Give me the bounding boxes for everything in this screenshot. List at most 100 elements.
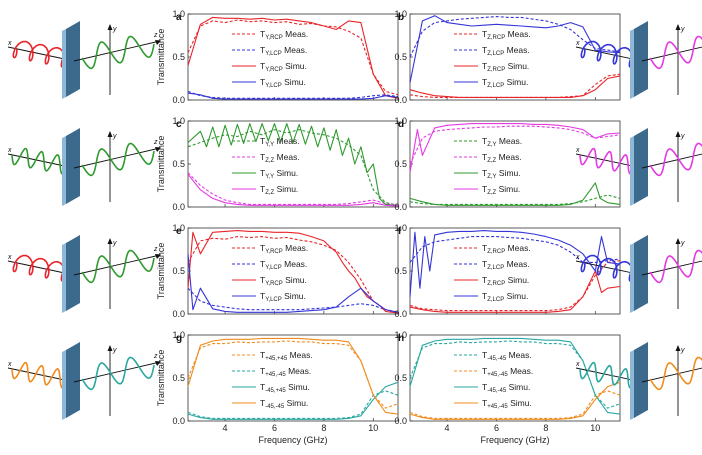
- legend-label-main: T: [260, 366, 265, 376]
- x-tick-label: 10: [368, 423, 378, 433]
- series-line-orange-solid: [409, 381, 621, 420]
- incident-wave-red: [12, 40, 66, 68]
- z-axis-line: [73, 361, 161, 383]
- series-line-cyan-dashed: [187, 390, 399, 419]
- series-line-cyan-solid: [187, 381, 399, 420]
- legend-label-subscript: +45,+45: [265, 356, 288, 362]
- y-tick-label: 0.5: [172, 52, 185, 62]
- legend-label-suffix: Meas.: [283, 243, 309, 253]
- incident-wave-cyan: [579, 361, 637, 389]
- series-line-cyan-solid: [409, 337, 621, 415]
- legend-label-suffix: Meas.: [274, 152, 300, 162]
- legend-label: T-45,-45 Simu.: [482, 382, 530, 394]
- legend-label: TZ,Y Simu.: [482, 168, 521, 180]
- series-line-red-dashed: [187, 19, 399, 96]
- legend-label-suffix: Simu.: [508, 398, 532, 408]
- x-tick-label: 4: [445, 423, 450, 433]
- legend-label-main: T: [260, 168, 265, 178]
- legend-label: TZ,LCP Meas.: [482, 259, 530, 271]
- metasurface-edge: [630, 29, 634, 99]
- legend-label-subscript: +45,-45: [487, 404, 508, 410]
- legend-label-main: T: [482, 184, 487, 194]
- y-tick-label: 1.0: [172, 116, 185, 126]
- legend-label-subscript: Z,Y: [487, 174, 496, 180]
- series-line-blue-solid: [187, 253, 399, 313]
- z-axis-letter: z: [153, 353, 158, 360]
- plot-frame: [187, 227, 399, 315]
- transmitted-wave-orange: [649, 356, 702, 391]
- y-axis-arrow: [675, 24, 681, 30]
- legend-label-subscript: Y,Y: [265, 174, 274, 180]
- legend-label-subscript: -45,-45: [265, 404, 285, 410]
- y-tick-label: 0.0: [172, 95, 185, 105]
- metasurface-slab: [634, 342, 648, 418]
- y-tick-label: 1.0: [172, 9, 185, 19]
- legend-label: TY,Y Meas.: [260, 136, 300, 148]
- transmitted-wave-magenta: [649, 142, 702, 177]
- legend-label-suffix: Meas.: [274, 136, 300, 146]
- z-axis-arrow: [155, 254, 161, 259]
- x-axis-label: Frequency (GHz): [258, 435, 327, 445]
- legend-label-subscript: Y,LCP: [265, 297, 282, 303]
- legend-label-main: T: [482, 398, 487, 408]
- y-axis-letter: y: [112, 240, 117, 247]
- y-axis-letter: y: [112, 347, 117, 354]
- legend-label-subscript: Z,LCP: [487, 51, 504, 57]
- z-axis-line: [73, 254, 161, 276]
- y-tick-label: 0.5: [172, 373, 185, 383]
- legend-label: TY,RCP Simu.: [260, 61, 307, 73]
- metasurface-edge: [62, 243, 66, 313]
- legend-label-subscript: Z,RCP: [487, 281, 505, 287]
- legend-label-main: T: [482, 259, 487, 269]
- y-tick-label: 0.0: [394, 95, 407, 105]
- y-axis-arrow: [675, 131, 681, 137]
- x-axis-letter: x: [7, 40, 12, 47]
- y-tick-label: 0.0: [394, 309, 407, 319]
- y-axis-arrow: [107, 131, 113, 137]
- legend-label-main: T: [260, 77, 265, 87]
- metasurface-slab: [66, 342, 80, 418]
- chart-panel-g: 0.00.51.04 6 8 10T+45,+45 Meas.T+45,-45 Mea…: [156, 330, 399, 445]
- legend-label: TY,RCP Simu.: [260, 275, 307, 287]
- legend-label-suffix: Simu.: [274, 184, 298, 194]
- series-line-blue-solid: [187, 92, 399, 100]
- z-axis-arrow: [155, 361, 161, 366]
- legend-label-suffix: Meas.: [505, 29, 531, 39]
- legend-label-main: T: [260, 291, 265, 301]
- y-tick-label: 1.0: [394, 223, 407, 233]
- series-line-red-solid: [187, 16, 399, 99]
- legend-label: TZ,LCP Simu.: [482, 291, 528, 303]
- legend-label-main: T: [482, 136, 487, 146]
- y-axis-label: Transmittance: [156, 243, 166, 300]
- legend-label: TZ,RCP Simu.: [482, 61, 529, 73]
- legend-label-subscript: Y,RCP: [265, 249, 283, 255]
- legend-label-suffix: Simu.: [282, 77, 306, 87]
- series-line-orange-dashed: [409, 390, 621, 419]
- legend-label: T-45,-45 Simu.: [260, 398, 308, 410]
- legend-label-main: T: [482, 291, 487, 301]
- panel-letter: b: [398, 12, 404, 23]
- transmitted-wave-magenta: [649, 249, 702, 284]
- legend-label-subscript: Z,LCP: [487, 83, 504, 89]
- panel-letter: e: [176, 226, 182, 237]
- series-line-red-solid: [409, 75, 621, 98]
- metasurface-slab: [634, 235, 648, 311]
- legend-label: TZ,Z Meas.: [260, 152, 300, 164]
- plot-frame: [409, 13, 621, 101]
- legend-label-main: T: [482, 29, 487, 39]
- legend-label-main: T: [260, 382, 265, 392]
- metasurface-edge: [62, 136, 66, 206]
- z-axis-letter: z: [153, 246, 158, 253]
- legend-label-subscript: +45,-45: [265, 372, 286, 378]
- y-tick-label: 1.0: [394, 330, 407, 340]
- x-tick-label: 6: [494, 423, 499, 433]
- transmitted-wave-green: [81, 35, 155, 70]
- legend-label-main: T: [482, 243, 487, 253]
- y-axis-label: Transmittance: [156, 350, 166, 407]
- series-line-magenta-dashed: [187, 172, 399, 206]
- panel-letter: a: [176, 12, 182, 23]
- legend-label-subscript: Z,Z: [265, 190, 274, 196]
- y-tick-label: 1.0: [172, 223, 185, 233]
- chart-panel-a: 0.00.51.0TY,RCP Meas.TY,LCP Meas.TY,RCP …: [156, 9, 399, 105]
